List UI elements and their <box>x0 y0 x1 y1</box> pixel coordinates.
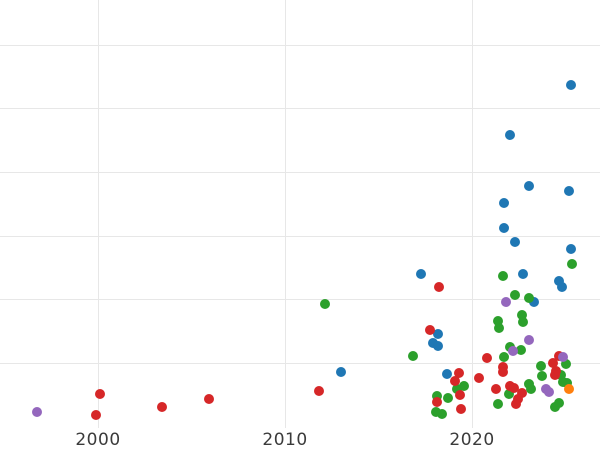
data-point-red[interactable] <box>547 358 558 369</box>
plot-area[interactable] <box>0 0 600 428</box>
data-point-red[interactable] <box>203 394 214 404</box>
data-point-green[interactable] <box>493 399 504 410</box>
data-point-blue[interactable] <box>509 236 520 247</box>
data-point-red[interactable] <box>550 369 561 380</box>
data-point-blue[interactable] <box>441 369 452 380</box>
data-point-green[interactable] <box>494 323 505 334</box>
data-point-red[interactable] <box>450 375 461 386</box>
data-point-purple[interactable] <box>544 387 555 397</box>
data-point-blue[interactable] <box>335 367 346 378</box>
data-point-purple[interactable] <box>507 346 518 357</box>
data-point-green[interactable] <box>503 388 514 399</box>
data-point-red[interactable] <box>508 383 519 394</box>
data-point-red[interactable] <box>455 389 466 400</box>
data-point-green[interactable] <box>498 271 509 282</box>
data-point-blue[interactable] <box>557 282 568 292</box>
data-point-purple[interactable] <box>501 297 512 308</box>
data-point-blue[interactable] <box>499 198 510 208</box>
data-point-purple[interactable] <box>524 335 535 346</box>
horizontal-gridline <box>0 235 600 237</box>
horizontal-gridline <box>0 171 600 173</box>
data-point-green[interactable] <box>562 378 573 389</box>
data-point-red[interactable] <box>454 367 465 378</box>
data-point-red[interactable] <box>497 367 508 378</box>
horizontal-gridline <box>0 362 600 364</box>
data-point-green[interactable] <box>493 315 504 326</box>
data-point-green[interactable] <box>516 345 527 355</box>
horizontal-gridline <box>0 44 600 46</box>
data-point-blue[interactable] <box>518 268 529 279</box>
data-point-green[interactable] <box>407 351 418 362</box>
data-point-green[interactable] <box>431 391 442 402</box>
data-point-green[interactable] <box>437 408 448 419</box>
data-point-orange[interactable] <box>564 384 575 395</box>
data-point-blue[interactable] <box>564 185 575 196</box>
data-point-green[interactable] <box>459 380 470 391</box>
data-point-red[interactable] <box>431 397 442 408</box>
data-point-blue[interactable] <box>566 243 576 254</box>
data-point-red[interactable] <box>510 399 521 410</box>
data-point-green[interactable] <box>560 359 571 369</box>
data-point-blue[interactable] <box>505 129 516 140</box>
data-point-blue[interactable] <box>554 276 565 287</box>
data-point-green[interactable] <box>550 402 561 413</box>
x-tick-label: 2000 <box>75 430 121 450</box>
data-point-green[interactable] <box>554 397 565 408</box>
x-tick-label: 2020 <box>449 430 495 450</box>
data-point-blue[interactable] <box>428 338 439 348</box>
data-point-green[interactable] <box>536 371 547 382</box>
data-point-red[interactable] <box>498 362 509 373</box>
data-point-blue[interactable] <box>432 329 443 340</box>
data-point-green[interactable] <box>535 360 546 371</box>
data-point-blue[interactable] <box>416 269 426 280</box>
data-point-red[interactable] <box>456 403 467 414</box>
data-point-red[interactable] <box>473 373 484 383</box>
data-point-green[interactable] <box>518 317 529 327</box>
horizontal-gridline <box>0 108 600 110</box>
data-point-red[interactable] <box>156 401 167 412</box>
data-point-green[interactable] <box>320 299 331 310</box>
data-point-green[interactable] <box>567 259 578 270</box>
data-point-red[interactable] <box>90 409 101 420</box>
data-point-red[interactable] <box>314 385 325 396</box>
data-point-blue[interactable] <box>433 340 444 351</box>
data-point-blue[interactable] <box>566 80 576 91</box>
data-point-green[interactable] <box>510 290 521 301</box>
horizontal-gridline <box>0 299 600 301</box>
data-point-green[interactable] <box>499 352 510 362</box>
data-point-green[interactable] <box>556 369 567 380</box>
data-point-green[interactable] <box>526 383 537 394</box>
data-point-green[interactable] <box>452 383 463 394</box>
data-point-red[interactable] <box>434 282 445 292</box>
data-point-red[interactable] <box>424 325 435 336</box>
data-point-red[interactable] <box>516 387 527 398</box>
vertical-gridline <box>284 0 286 428</box>
data-point-purple[interactable] <box>32 406 43 417</box>
data-point-red[interactable] <box>513 394 524 404</box>
x-tick-label: 2010 <box>262 430 308 450</box>
vertical-gridline <box>97 0 99 428</box>
data-point-green[interactable] <box>516 310 527 320</box>
data-point-red[interactable] <box>95 388 106 399</box>
x-axis: 2000 2010 2020 <box>0 428 600 450</box>
vertical-gridline <box>471 0 473 428</box>
data-point-red[interactable] <box>491 383 501 394</box>
data-point-green[interactable] <box>524 378 535 389</box>
data-point-blue[interactable] <box>524 180 535 191</box>
data-point-green[interactable] <box>524 292 535 303</box>
data-point-green[interactable] <box>443 392 454 403</box>
data-point-blue[interactable] <box>498 222 509 233</box>
data-point-green[interactable] <box>430 407 441 418</box>
data-point-purple[interactable] <box>557 352 568 362</box>
data-point-red[interactable] <box>481 352 492 363</box>
data-point-blue[interactable] <box>528 297 539 308</box>
